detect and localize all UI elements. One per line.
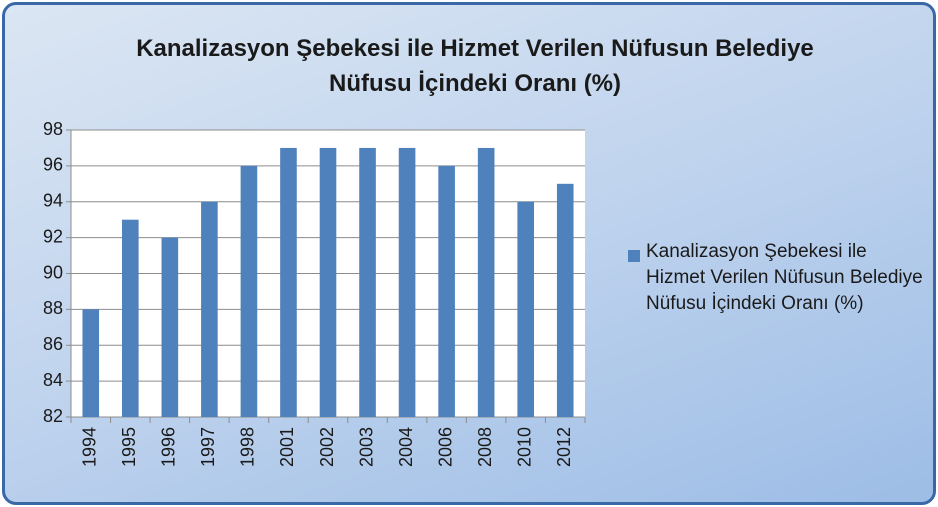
y-tick-label: 86 (43, 334, 63, 354)
legend-label: Kanalizasyon Şebekesi ile Hizmet Verilen… (646, 241, 923, 314)
y-tick-label: 84 (43, 370, 63, 390)
x-tick-label: 2003 (356, 427, 376, 467)
legend-swatch (628, 250, 640, 262)
x-tick-label: 1995 (119, 427, 139, 467)
bar (240, 165, 258, 417)
x-tick-label: 1997 (198, 427, 218, 467)
x-tick-label: 2006 (435, 427, 455, 467)
bar (122, 219, 139, 417)
bar (359, 147, 376, 417)
x-tick-label: 2002 (317, 427, 337, 467)
bar (438, 165, 455, 417)
bar (477, 147, 495, 417)
y-tick-label: 96 (43, 155, 63, 175)
bar (398, 147, 416, 417)
chart-title: Kanalizasyon Şebekesi ile Hizmet Verilen… (136, 35, 814, 97)
bar (161, 237, 179, 417)
x-tick-label: 2004 (396, 427, 416, 467)
y-tick-label: 94 (43, 191, 63, 211)
bar (201, 201, 218, 417)
y-tick-label: 88 (43, 298, 63, 318)
y-tick-label: 92 (43, 226, 63, 246)
x-tick-label: 1998 (238, 427, 258, 467)
bar (280, 147, 297, 417)
bar (517, 201, 534, 417)
bar (319, 147, 337, 417)
bar (556, 183, 574, 417)
x-tick-label: 2001 (277, 427, 297, 467)
y-tick-label: 90 (43, 262, 63, 282)
y-tick-label: 98 (43, 119, 63, 139)
chart: 82 84 86 88 90 92 94 96 98 1994 1995 1996 1997 1998 20… (43, 119, 640, 467)
x-tick-label: 1996 (159, 427, 179, 467)
x-tick-label: 2008 (475, 427, 495, 467)
bar (82, 309, 100, 417)
x-tick-label: 2010 (514, 427, 534, 467)
y-tick-label: 82 (43, 406, 63, 426)
x-tick-label: 2012 (554, 427, 574, 467)
x-tick-label: 1994 (80, 427, 100, 467)
